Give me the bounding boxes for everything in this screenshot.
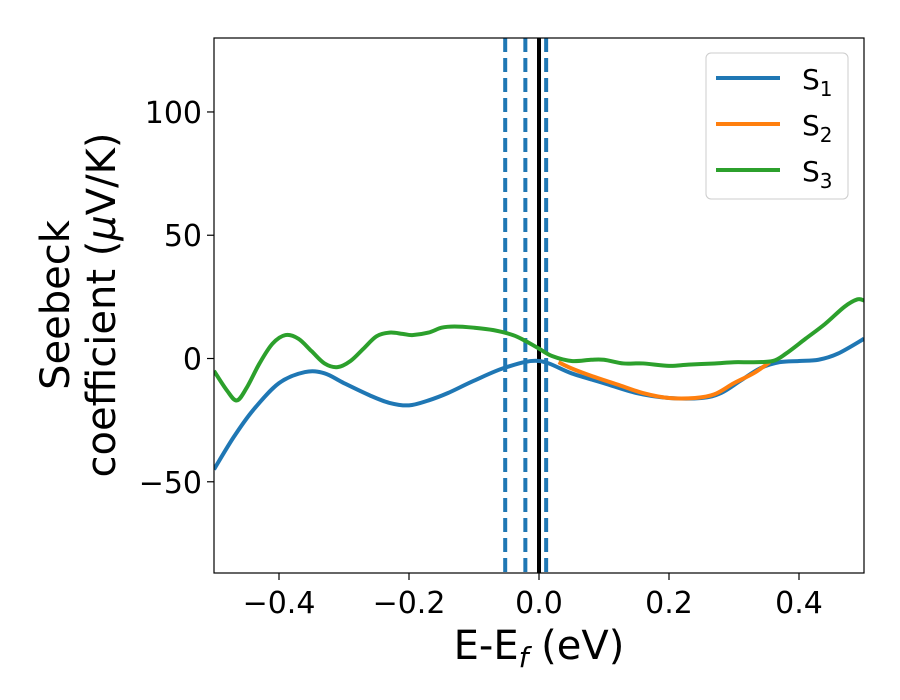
legend-label-s3: S3 — [802, 155, 833, 193]
series-lines — [214, 297, 864, 471]
x-axis-ticks: −0.4 −0.2 0.0 0.2 0.4 — [243, 573, 823, 621]
y-axis-label-line2: coefficient (μV/K) — [79, 133, 125, 478]
series-line-s2 — [557, 360, 771, 401]
legend: S1 S2 S3 — [705, 52, 849, 200]
x-tick-label: −0.2 — [373, 586, 446, 621]
x-tick-label: 0.2 — [645, 586, 693, 621]
y-axis-ticks: −50 0 50 100 — [139, 96, 214, 501]
y-axis-label: Seebeck coefficient (μV/K) — [33, 133, 125, 478]
y-tick-label: −50 — [139, 466, 202, 501]
x-tick-label: 0.4 — [775, 586, 823, 621]
x-axis-label: E-Ef (eV) — [454, 623, 625, 674]
y-tick-label: 50 — [164, 219, 202, 254]
x-tick-label: 0.0 — [515, 586, 563, 621]
legend-label-s1: S1 — [802, 63, 833, 101]
legend-label-s2: S2 — [802, 109, 833, 147]
y-axis-label-line1: Seebeck — [33, 219, 79, 390]
x-tick-label: −0.4 — [243, 586, 316, 621]
y-tick-label: 0 — [183, 343, 202, 378]
series-line-s3 — [214, 297, 864, 403]
reference-lines — [503, 38, 549, 573]
y-tick-label: 100 — [145, 96, 202, 131]
